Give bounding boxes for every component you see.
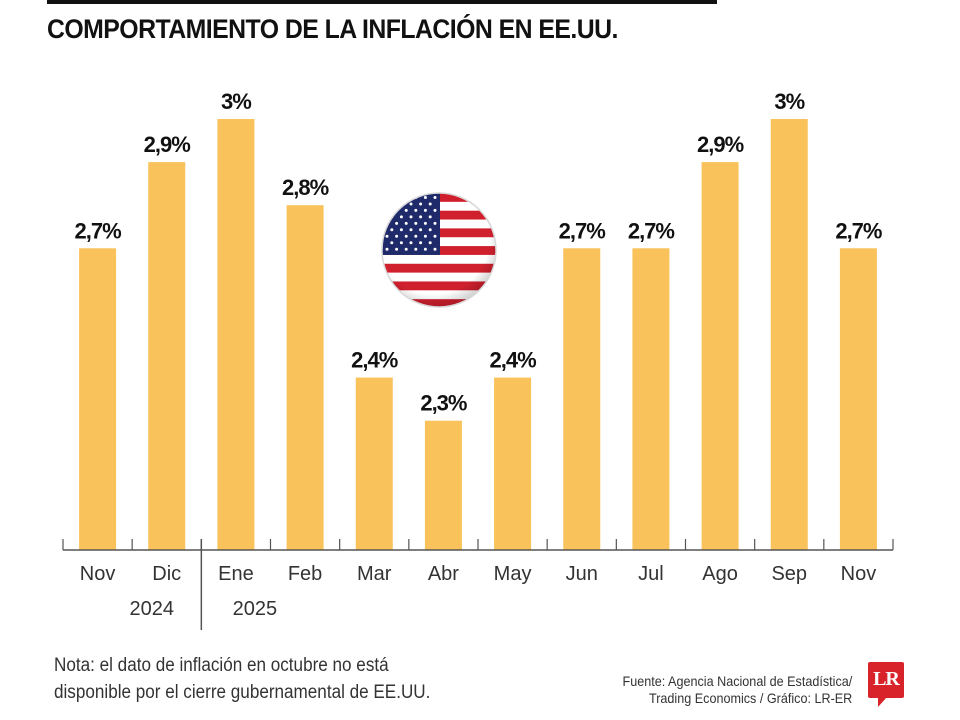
data-label: 3% [221,89,251,114]
x-tick-label: Ago [702,563,738,585]
bar-nov-11 [839,248,877,551]
data-label: 2,4% [351,348,398,373]
data-label: 2,7% [835,218,882,243]
bar-may-6 [494,377,532,550]
data-label: 2,3% [420,391,467,416]
data-labels-group: 2,7% 2,9% 3% 2,8% 2,4% 2,3% 2,4% 2,7% 2,7% 2,9% 3%… [75,89,883,416]
flag-star [404,196,408,199]
bar-abr-5 [424,420,462,550]
footnote-line-2: disponible por el cierre gubernamental d… [54,682,431,703]
lr-logo: LR [868,662,904,707]
bar-feb-3 [286,205,324,550]
flag-star [385,196,389,199]
x-tick-label: Jun [566,563,598,585]
x-tick-label: Nov [80,563,116,585]
flag-star [385,208,389,212]
chart-title: COMPORTAMIENTO DE LA INFLACIÓN EN EE.UU. [47,14,618,44]
x-tick-label: Abr [428,563,459,585]
data-label: 2,7% [75,218,122,243]
x-tick-label: Nov [841,563,877,585]
x-axis: Nov Dic Ene Feb Mar Abr May Jun Jul Ago Sep Nov 2024… [62,539,894,630]
data-label: 2,7% [559,218,606,243]
bar-mar-4 [355,377,393,550]
x-tick-label: Sep [771,563,807,585]
bars-group [79,119,877,551]
year-label-2024: 2024 [130,598,175,620]
flag-shading [382,193,496,307]
flag-rim [381,192,497,308]
x-tick-label: Mar [357,563,392,585]
year-label-2025: 2025 [233,598,278,620]
source-line-2: Trading Economics / Gráfico: LR-ER [648,690,852,706]
us-flag-icon [381,192,497,308]
x-tick-label: Ene [218,563,254,585]
data-label: 2,8% [282,175,329,200]
source-line-1: Fuente: Agencia Nacional de Estadística/ [622,673,852,689]
data-label: 3% [774,89,804,114]
x-tick-label: Feb [288,563,322,585]
data-label: 2,9% [697,132,744,157]
x-tick-label: May [494,563,532,585]
bar-sep-10 [770,119,808,550]
flag-star [390,202,394,206]
bar-jun-7 [563,248,601,551]
bar-ene-2 [217,119,255,550]
bar-dic-1 [148,162,186,550]
x-tick-label: Dic [152,563,181,585]
footnote-line-1: Nota: el dato de inflación en octubre no… [54,655,389,676]
data-label: 2,4% [490,348,537,373]
bar-nov-0 [79,248,117,551]
flag-star [395,196,399,199]
footnote: Nota: el dato de inflación en octubre no… [54,652,430,706]
x-tick-label: Jul [638,563,664,585]
bar-jul-8 [632,248,670,551]
flag-star [399,202,403,206]
data-label: 2,9% [144,132,191,157]
data-label: 2,7% [628,218,675,243]
lr-logo-text: LR [873,668,900,690]
bar-ago-9 [701,162,739,550]
top-rule [47,0,717,4]
source-credit: Fuente: Agencia Nacional de Estadística/… [622,673,852,707]
